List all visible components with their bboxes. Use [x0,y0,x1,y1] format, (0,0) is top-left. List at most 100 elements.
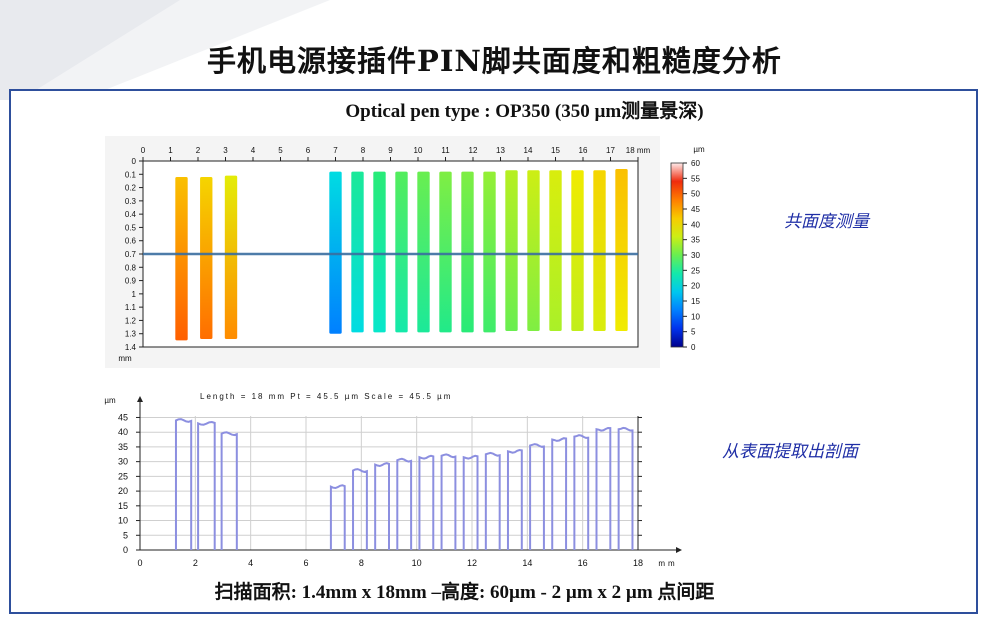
profile-x-tick-label: 0 [137,558,142,568]
profile-y-tick-label: 35 [118,442,128,452]
x-tick-label: 12 [469,146,478,155]
profile-y-tick-label: 5 [123,530,128,540]
y-tick-label: 0.9 [125,277,137,286]
pin-14 [549,170,562,332]
pin-15 [571,170,584,332]
x-tick-label: 17 [606,146,615,155]
colorbar-tick-label: 35 [691,236,700,245]
x-tick-label: 8 [361,146,366,155]
slide-subtitle: Optical pen type : OP350 (350 µm测量景深) [345,101,704,122]
profile-x-tick-label: 2 [193,558,198,568]
x-tick-label: 14 [524,146,533,155]
colorbar-tick-label: 30 [691,251,700,260]
x-tick-label: 18 mm [626,146,651,155]
x-tick-label: 11 [441,146,450,155]
pin-2 [200,176,213,340]
y-tick-label: 0 [132,157,137,166]
colorbar-unit-label: µm [693,145,705,154]
profile-x-axis-arrow [676,547,682,553]
profile-header: Length = 18 mm Pt = 45.5 µm Scale = 45.5… [200,392,452,401]
y-tick-label: 1.4 [125,343,137,352]
colorbar-tick-label: 50 [691,190,700,199]
y-tick-label: 1.2 [125,316,137,325]
profile-y-tick-label: 30 [118,457,128,467]
profile-y-tick-label: 20 [118,486,128,496]
y-tick-label: 0.6 [125,237,137,246]
note-coplanarity: 共面度测量 [784,212,869,232]
x-tick-label: 1 [168,146,173,155]
coplanarity-heatmap: 0 1 2 3 4 5 6 7 8 9 10 11 12 13 14 15 16 17 18 mm00.10.20.… [105,136,705,368]
pin-12 [505,170,518,332]
pin-9 [439,171,452,333]
pin-1 [175,176,188,341]
profile-x-tick-label: 6 [303,558,308,568]
slide-title: 手机电源接插件PIN脚共面度和粗糙度分析 [207,44,782,78]
pin-17 [615,168,628,332]
colorbar-tick-label: 45 [691,205,700,214]
y-tick-label: 1.1 [125,303,137,312]
surface-profile-chart: Length = 18 mm Pt = 45.5 µm Scale = 45.5… [104,392,682,568]
y-tick-label: 0.7 [125,250,137,259]
profile-x-tick-label: 16 [578,558,588,568]
pin-3 [224,175,238,340]
colorbar-tick-label: 0 [691,343,696,352]
profile-trace [174,418,634,551]
pin-16 [593,170,606,332]
x-tick-label: 4 [251,146,256,155]
x-tick-label: 15 [551,146,560,155]
colorbar-tick-label: 60 [691,159,700,168]
x-tick-label: 9 [388,146,393,155]
pin-7 [395,171,408,333]
profile-x-tick-label: 18 [633,558,643,568]
pin-6 [373,171,386,333]
profile-y-tick-label: 25 [118,471,128,481]
x-tick-label: 3 [223,146,228,155]
y-tick-label: 0.1 [125,170,137,179]
pin-5 [351,171,364,333]
profile-x-unit: mm [658,559,677,568]
x-tick-label: 10 [414,146,423,155]
x-tick-label: 2 [196,146,201,155]
pin-4 [329,171,342,334]
profile-x-tick-label: 12 [467,558,477,568]
profile-y-tick-label: 10 [118,516,128,526]
profile-y-tick-label: 15 [118,501,128,511]
profile-y-axis-arrow [137,396,143,402]
background-decoration [0,0,330,100]
colorbar-tick-label: 10 [691,312,700,321]
colorbar-tick-label: 40 [691,220,700,229]
pin-10 [461,171,474,333]
pin-13 [527,170,540,332]
colorbar-tick-label: 5 [691,328,696,337]
y-tick-label: 0.8 [125,263,137,272]
y-tick-label: 0.2 [125,184,137,193]
y-tick-label: 1.3 [125,330,137,339]
colorbar-tick-label: 55 [691,174,700,183]
profile-y-unit: µm [104,396,116,405]
x-tick-label: 0 [141,146,146,155]
colorbar-tick-label: 25 [691,266,700,275]
colorbar [670,162,684,348]
y-tick-label: 0.3 [125,197,137,206]
y-unit-label: mm [118,354,132,363]
profile-x-tick-label: 4 [248,558,253,568]
x-tick-label: 7 [333,146,338,155]
x-tick-label: 13 [496,146,505,155]
pin-11 [483,171,496,333]
y-tick-label: 0.4 [125,210,137,219]
colorbar-tick-label: 15 [691,297,700,306]
pin-8 [417,171,430,333]
x-tick-label: 5 [278,146,283,155]
slide-footer: 扫描面积: 1.4mm x 18mm –高度: 60µm - 2 µm x 2 … [214,582,715,603]
y-tick-label: 0.5 [125,223,137,232]
x-tick-label: 16 [579,146,588,155]
y-tick-label: 1 [132,290,137,299]
colorbar-tick-label: 20 [691,282,700,291]
profile-y-tick-label: 45 [118,412,128,422]
profile-x-tick-label: 14 [522,558,532,568]
profile-y-tick-label: 40 [118,427,128,437]
note-profile-extraction: 从表面提取出剖面 [722,442,858,462]
profile-x-tick-label: 8 [359,558,364,568]
profile-y-tick-label: 0 [123,545,128,555]
x-tick-label: 6 [306,146,311,155]
